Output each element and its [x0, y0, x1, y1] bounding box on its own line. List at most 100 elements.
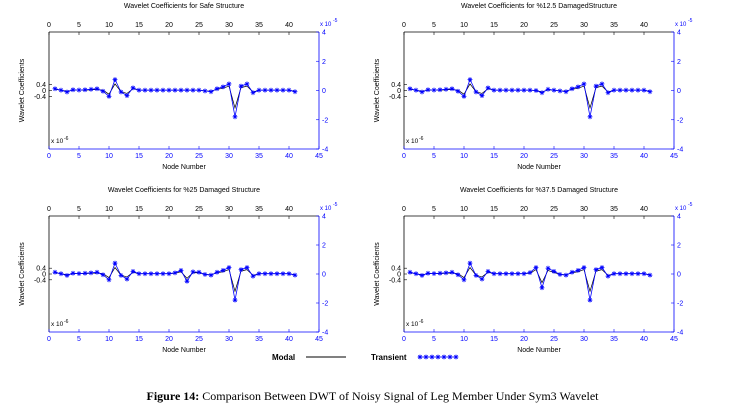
bottom-tick-label: 40 [285, 153, 293, 160]
series-transient-point [70, 87, 76, 93]
left-multiplier: x 10 [51, 321, 64, 328]
series-transient-point-d2 [197, 270, 201, 275]
series-transient-point [599, 265, 605, 270]
series-transient-point-d2 [612, 271, 616, 276]
series-transient-point [82, 270, 88, 276]
series-transient-point [106, 277, 112, 283]
bottom-tick-label: 15 [490, 336, 498, 343]
series-transient-point [557, 272, 563, 277]
series-transient-point-d2 [125, 277, 129, 282]
series-transient-point [268, 271, 274, 277]
bottom-tick-label: 30 [580, 153, 588, 160]
series-transient-point-d2 [630, 271, 634, 276]
series-transient-point [545, 265, 551, 271]
series-transient-point-d2 [462, 94, 466, 99]
series-transient-point [118, 89, 124, 95]
series-transient-point [611, 87, 617, 93]
series-transient-point-d2 [438, 271, 442, 276]
bottom-tick-label: 30 [225, 153, 233, 160]
series-transient-point [142, 87, 148, 93]
top-tick-label: 0 [402, 22, 406, 29]
x-axis-label: Node Number [162, 347, 206, 354]
series-transient-point-d2 [468, 77, 472, 82]
bottom-tick-label: 5 [77, 336, 81, 343]
series-transient-point-d2 [528, 88, 532, 93]
series-transient-point [581, 81, 587, 87]
legend-transient-marker [441, 354, 447, 360]
top-tick-label: 40 [640, 22, 648, 29]
right-tick-label: -4 [322, 330, 328, 337]
series-transient-point [617, 87, 623, 93]
series-transient-point [166, 271, 172, 277]
series-transient-point [100, 88, 106, 94]
series-transient-point-d2 [107, 277, 111, 282]
series-transient-point-d2 [462, 277, 466, 282]
top-tick-label: 20 [165, 22, 173, 29]
series-transient-point [184, 87, 190, 93]
series-transient-point [425, 270, 431, 276]
series-transient-point [232, 114, 238, 120]
series-transient-point [52, 269, 58, 275]
series-transient-point [76, 87, 82, 93]
series-transient-point [94, 269, 100, 275]
top-tick-label: 40 [285, 206, 293, 213]
left-tick-label: -0.4 [389, 94, 401, 101]
series-transient-point [407, 269, 413, 275]
bottom-tick-label: 45 [315, 153, 323, 160]
figure-caption: Figure 14: Comparison Between DWT of Noi… [0, 389, 745, 404]
bottom-tick-label: 25 [195, 336, 203, 343]
series-transient-point [226, 81, 232, 87]
series-transient-point [605, 273, 611, 279]
bottom-tick-label: 40 [285, 336, 293, 343]
series-transient-point [485, 268, 491, 274]
series-transient-point-d2 [281, 271, 285, 276]
top-tick-label: 5 [77, 22, 81, 29]
left-tick-label: 0.4 [391, 266, 401, 273]
left-multiplier-exponent: -6 [419, 136, 424, 142]
legend-transient-marker-d2 [448, 355, 452, 359]
left-multiplier-exponent: -6 [64, 319, 69, 325]
top-tick-label: 35 [255, 206, 263, 213]
series-transient-point-d2 [444, 270, 448, 275]
series-transient-point-d2 [281, 88, 285, 93]
top-tick-label: 0 [47, 22, 51, 29]
series-transient-point-d2 [101, 272, 105, 277]
series-transient-point-d2 [227, 81, 231, 86]
bottom-tick-label: 0 [47, 336, 51, 343]
series-transient-point [473, 273, 479, 278]
series-transient-point-d2 [540, 285, 544, 290]
series-transient-point-d2 [486, 85, 490, 90]
series-transient-point-d2 [179, 88, 183, 93]
series-transient-point [124, 93, 130, 99]
bottom-tick-label: 45 [315, 336, 323, 343]
series-transient-point [467, 77, 473, 82]
series-transient-point-d2 [71, 271, 75, 276]
chart-title: Wavelet Coefficients for %25 Damaged Str… [108, 187, 260, 194]
bottom-tick-label: 15 [135, 336, 143, 343]
series-transient-point [431, 87, 437, 93]
series-transient-point-d2 [209, 89, 213, 94]
series-transient-point [437, 87, 443, 93]
series-transient-point-d2 [233, 114, 237, 119]
series-transient-line [54, 78, 296, 117]
series-transient-point [575, 84, 581, 90]
series-transient-point-d2 [113, 77, 117, 82]
series-transient-point [160, 87, 166, 93]
series-transient-point [154, 87, 160, 93]
right-tick-label: 2 [322, 59, 326, 66]
series-transient-point [166, 87, 172, 93]
y-axis-label: Wavelet Coefficients [374, 58, 381, 122]
top-tick-label: 40 [285, 22, 293, 29]
series-transient-point [184, 278, 190, 284]
series-transient-point-d2 [53, 86, 57, 91]
series-transient-point-d2 [89, 270, 93, 275]
bottom-tick-label: 5 [432, 336, 436, 343]
series-transient-point [202, 88, 208, 94]
left-multiplier-exponent: -6 [64, 136, 69, 142]
series-transient-point-d2 [636, 88, 640, 93]
bottom-tick-label: 20 [520, 153, 528, 160]
series-transient-point-d2 [275, 271, 279, 276]
series-transient-point-d2 [420, 89, 424, 94]
series-transient-point-d2 [287, 88, 291, 93]
bottom-tick-label: 25 [550, 336, 558, 343]
